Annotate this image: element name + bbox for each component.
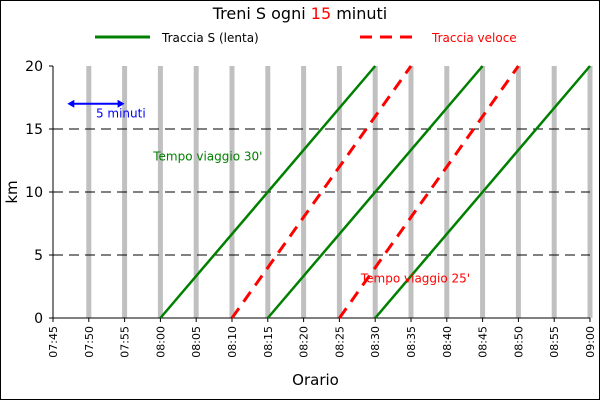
x-tick-label: 08:35 bbox=[405, 326, 418, 358]
y-tick-label: 10 bbox=[25, 185, 43, 201]
x-tick-label: 08:05 bbox=[190, 326, 203, 358]
x-tick-label: 08:20 bbox=[298, 326, 311, 358]
x-tick-label: 07:50 bbox=[83, 326, 96, 358]
x-tick-label: 08:10 bbox=[226, 326, 239, 358]
grid-bar bbox=[193, 66, 199, 318]
slow-train-line bbox=[374, 65, 591, 319]
grid-bar bbox=[157, 66, 163, 318]
legend-fast-label: Traccia veloce bbox=[431, 31, 517, 45]
x-tick-label: 09:00 bbox=[584, 326, 597, 358]
grid-bar bbox=[301, 66, 307, 318]
x-tick-label: 08:50 bbox=[512, 326, 525, 358]
x-tick-label: 08:00 bbox=[154, 326, 167, 358]
x-tick-label: 08:30 bbox=[369, 326, 382, 358]
x-tick-label: 08:40 bbox=[441, 326, 454, 358]
interval-annotation: 5 minuti bbox=[96, 107, 146, 121]
x-tick-label: 08:15 bbox=[262, 326, 275, 358]
x-tick-label: 08:45 bbox=[477, 326, 490, 358]
y-tick-label: 5 bbox=[34, 248, 43, 264]
y-tick-label: 15 bbox=[25, 122, 43, 138]
x-tick-label: 07:55 bbox=[119, 326, 132, 358]
title-highlight: 15 bbox=[311, 4, 331, 23]
x-axis-label: Orario bbox=[292, 371, 339, 389]
x-tick-label: 07:45 bbox=[47, 326, 60, 358]
y-tick-label: 0 bbox=[34, 311, 43, 327]
x-tick-label: 08:25 bbox=[333, 326, 346, 358]
y-axis-label: km bbox=[3, 180, 21, 203]
x-tick-label: 08:55 bbox=[548, 326, 561, 358]
interval-arrow-head-left bbox=[67, 99, 75, 108]
slow-train-line bbox=[159, 65, 377, 319]
fast-train-line bbox=[230, 65, 413, 319]
title-part: minuti bbox=[331, 4, 387, 23]
chart-title: Treni S ogni 15 minuti bbox=[212, 4, 388, 23]
grid-bar bbox=[336, 66, 342, 318]
y-tick-label: 20 bbox=[25, 59, 43, 75]
interval-arrow-head-right bbox=[117, 99, 125, 108]
title-part: Treni S ogni bbox=[212, 4, 311, 23]
slow-train-line bbox=[266, 65, 484, 319]
slow-travel-time-annotation: Tempo viaggio 30' bbox=[152, 150, 262, 164]
legend-slow-label: Traccia S (lenta) bbox=[161, 31, 259, 45]
fast-train-line bbox=[338, 65, 520, 319]
fast-travel-time-annotation: Tempo viaggio 25' bbox=[360, 272, 470, 286]
